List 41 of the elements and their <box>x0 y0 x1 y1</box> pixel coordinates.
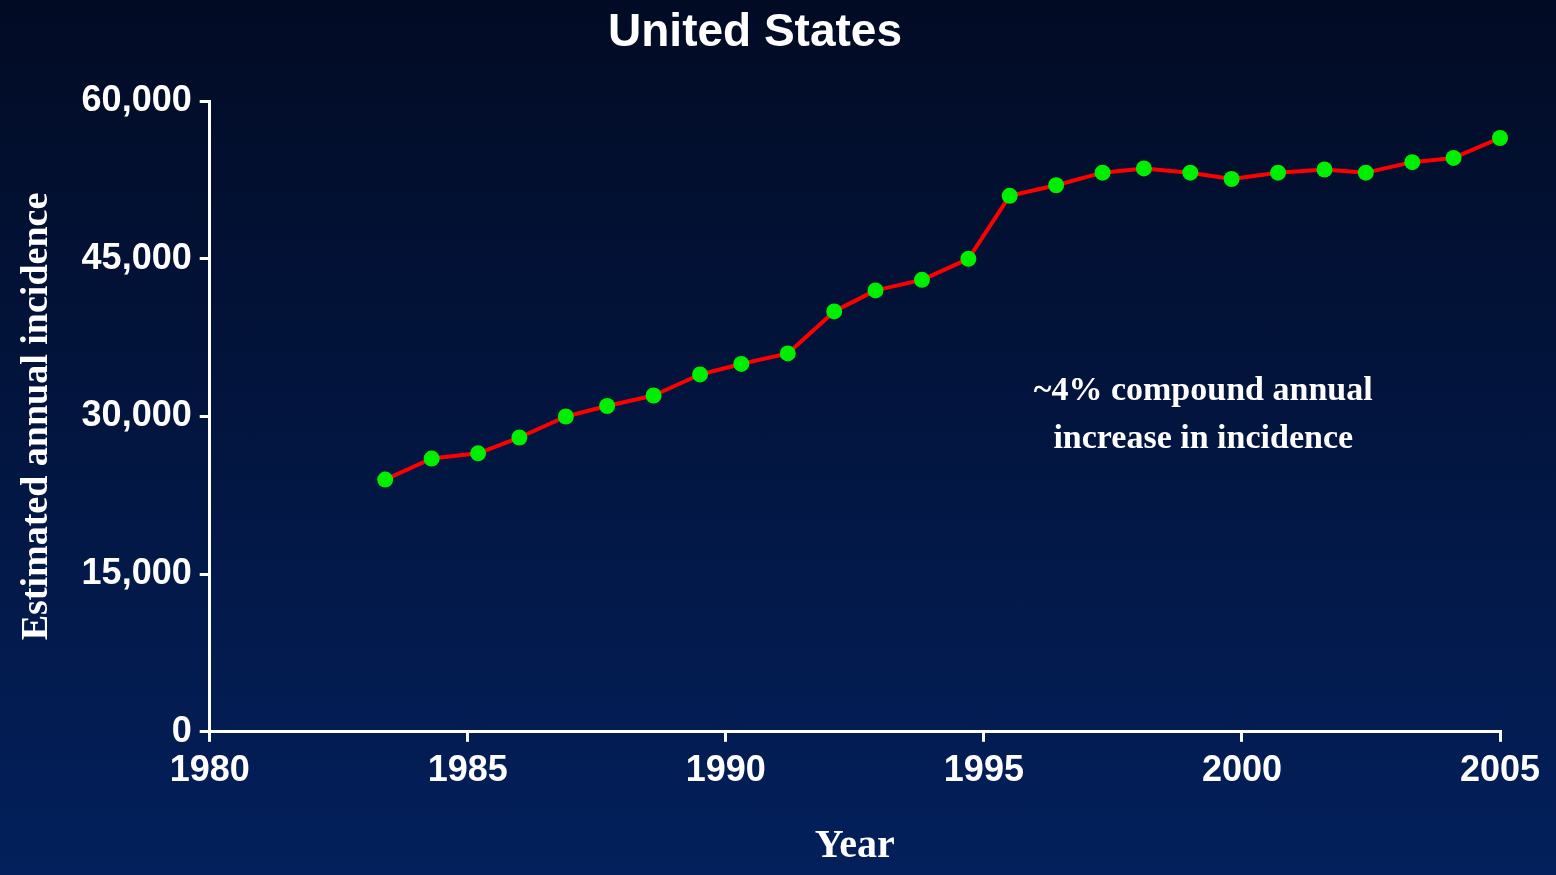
y-tick-label: 15,000 <box>81 551 192 593</box>
y-tick-label: 60,000 <box>81 78 192 120</box>
x-tick-label: 1980 <box>169 748 250 790</box>
point <box>645 387 662 404</box>
y-axis-title: Estimated annual incidence <box>12 192 55 641</box>
x-tick-label: 1995 <box>943 748 1024 790</box>
point <box>1223 170 1240 187</box>
point <box>960 250 977 267</box>
point <box>1404 154 1421 171</box>
y-tick-label: 30,000 <box>81 393 192 435</box>
point <box>1135 160 1152 177</box>
point <box>733 355 750 372</box>
point <box>557 408 574 425</box>
point <box>599 397 616 414</box>
y-tick-label: 0 <box>171 708 192 750</box>
point <box>826 303 843 320</box>
point <box>913 271 930 288</box>
point <box>1094 164 1111 181</box>
point <box>692 366 709 383</box>
point <box>1048 177 1065 194</box>
point <box>377 471 394 488</box>
x-tick-label: 2000 <box>1201 748 1282 790</box>
point <box>1316 161 1333 178</box>
point <box>867 282 884 299</box>
x-axis-title: Year <box>814 821 895 867</box>
point <box>1445 149 1462 166</box>
x-tick-label: 2005 <box>1459 748 1541 790</box>
x-tick-label: 1985 <box>427 748 508 790</box>
point <box>779 345 796 362</box>
x-tick-label: 1990 <box>685 748 766 790</box>
y-tick-label: 45,000 <box>81 235 192 277</box>
point <box>1001 187 1018 204</box>
point <box>1357 164 1374 181</box>
point <box>423 450 440 467</box>
point <box>1270 164 1287 181</box>
point <box>1182 164 1199 181</box>
point <box>511 429 528 446</box>
point <box>470 445 487 462</box>
annotation: ~4% compound annual increase in incidence <box>1033 370 1373 456</box>
chart-title: United States <box>608 4 902 57</box>
point <box>1492 129 1508 146</box>
